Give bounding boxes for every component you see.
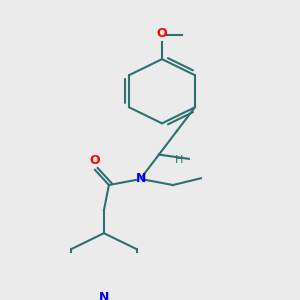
- Text: N: N: [136, 172, 146, 185]
- Text: N: N: [99, 291, 109, 300]
- Text: H: H: [175, 155, 183, 165]
- Text: O: O: [90, 154, 100, 167]
- Text: O: O: [157, 27, 167, 40]
